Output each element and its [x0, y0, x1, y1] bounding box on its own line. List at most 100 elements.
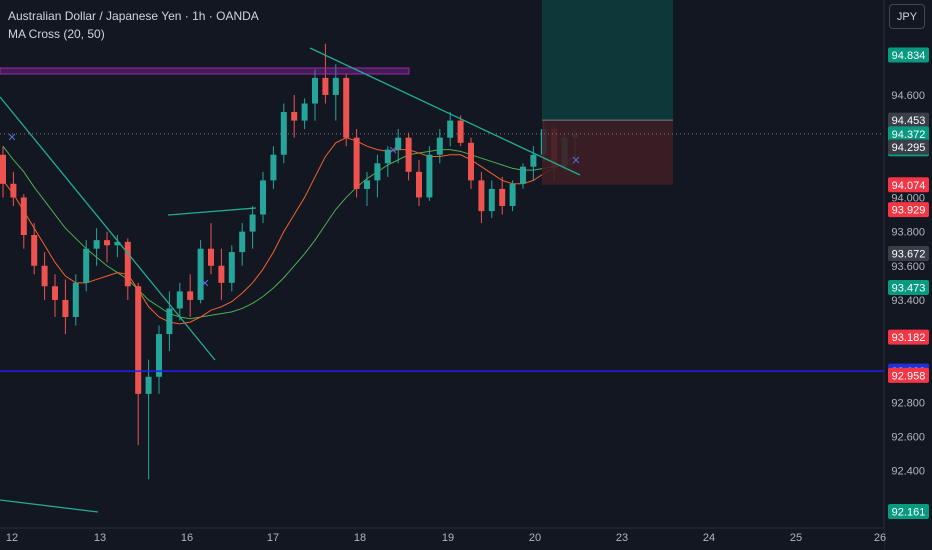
candle-body — [312, 77, 318, 104]
price-label-text: 93.182 — [892, 332, 926, 344]
candle-body — [114, 241, 121, 246]
candle-body — [457, 120, 464, 143]
price-label-badge — [888, 329, 929, 345]
time-tick-label: 17 — [267, 532, 279, 544]
price-tick-label: 92.400 — [891, 466, 925, 478]
trendline — [309, 47, 581, 176]
candle-body — [104, 240, 110, 246]
candle-body — [72, 282, 79, 318]
currency-button[interactable]: JPY — [889, 4, 925, 29]
price-tick-label: 92.600 — [891, 432, 925, 444]
candle-body — [124, 241, 131, 287]
price-label-badge — [888, 202, 929, 218]
candle-body — [62, 299, 69, 318]
candle-body — [187, 291, 194, 300]
candle-body — [176, 291, 183, 309]
candle-body — [416, 171, 422, 198]
candle-body — [447, 120, 454, 138]
candle-body — [41, 265, 48, 287]
stop-zone — [542, 120, 673, 185]
candle-body — [488, 188, 495, 212]
time-tick-label: 19 — [442, 532, 454, 544]
indicator-label[interactable]: MA Cross (20, 50) — [8, 27, 105, 41]
candle-body — [135, 286, 142, 394]
price-axis[interactable]: 92.400 92.600 92.800 93.400 93.600 93.800 94.0… — [883, 0, 932, 550]
candle-body — [343, 77, 350, 138]
time-tick-label: 13 — [94, 532, 106, 544]
candle-body — [166, 308, 173, 335]
candle-body — [291, 112, 298, 121]
candle-body — [509, 183, 516, 206]
time-tick-label: 20 — [529, 532, 541, 544]
candle-body — [249, 214, 256, 232]
candle-body — [405, 137, 412, 172]
candle-body — [218, 265, 225, 283]
candle-body — [436, 137, 443, 155]
price-tick-label: 94.600 — [891, 90, 925, 102]
price-tick-label: 94.000 — [891, 192, 925, 204]
time-tick-label: 12 — [6, 532, 18, 544]
candle-body — [364, 180, 370, 189]
candle-body — [499, 188, 506, 206]
candle-body — [384, 149, 391, 164]
candle-body — [52, 286, 58, 300]
price-label-badge — [888, 245, 929, 261]
candle-body — [270, 154, 277, 181]
time-tick-label: 16 — [181, 532, 193, 544]
price-label-text: 93.929 — [892, 205, 926, 217]
candle-body — [353, 137, 360, 189]
time-tick-label: 26 — [874, 532, 886, 544]
drawing-layer[interactable]: ✕ ✕ ✕ ✕ — [0, 0, 884, 513]
candle-body — [374, 163, 381, 181]
candle-body — [395, 137, 402, 150]
price-axis-bg — [884, 0, 932, 550]
candle-body — [520, 166, 526, 184]
price-label-badge — [888, 279, 929, 295]
candle-body — [83, 248, 90, 283]
candlestick-series — [0, 43, 578, 480]
trendline — [0, 499, 99, 513]
candle-body — [468, 142, 474, 181]
candle-body — [20, 197, 27, 236]
candle-body — [197, 248, 204, 300]
price-label-badge — [888, 47, 929, 63]
candle-body — [322, 77, 329, 95]
price-label-text: 93.672 — [892, 248, 926, 260]
candle-body — [239, 231, 246, 253]
ma-slow-line — [2, 145, 576, 320]
candle-body — [478, 180, 485, 212]
resistance-zone — [0, 67, 410, 75]
time-tick-label: 23 — [616, 532, 628, 544]
candle-body — [228, 252, 235, 283]
candle-body — [0, 154, 6, 184]
candle-body — [10, 183, 17, 198]
price-label-badge — [888, 367, 929, 383]
candle-body — [145, 376, 152, 394]
price-label-text: 93.473 — [892, 282, 926, 294]
cross-marker: ✕ — [571, 155, 580, 167]
price-label-text: 92.161 — [892, 507, 926, 519]
price-tick-label: 93.800 — [891, 227, 925, 239]
price-label-text: 94.834 — [892, 50, 926, 62]
price-label-text: 94.074 — [892, 180, 926, 192]
trendline — [167, 207, 257, 216]
candle-body — [156, 334, 162, 377]
price-label-badge — [888, 112, 929, 128]
candle-body — [31, 235, 38, 266]
time-tick-label: 18 — [354, 532, 366, 544]
cross-marker: ✕ — [7, 132, 16, 144]
candle-body — [301, 103, 308, 121]
time-tick-label: 24 — [703, 532, 715, 544]
candle-body — [332, 77, 339, 95]
candle-body — [260, 180, 266, 215]
time-tick-label: 25 — [790, 532, 802, 544]
time-axis-bg — [0, 528, 884, 550]
price-tick-label: 93.400 — [891, 295, 925, 307]
symbol-title: Australian Dollar / Japanese Yen · 1h · … — [8, 9, 259, 23]
price-tick-label: 93.600 — [891, 261, 925, 273]
candle-body — [280, 112, 287, 155]
price-label-text: 94.372 — [892, 129, 926, 141]
time-axis[interactable]: 12 13 16 17 18 19 20 23 24 25 26 — [0, 527, 886, 550]
price-label-text: 94.453 — [892, 115, 926, 127]
